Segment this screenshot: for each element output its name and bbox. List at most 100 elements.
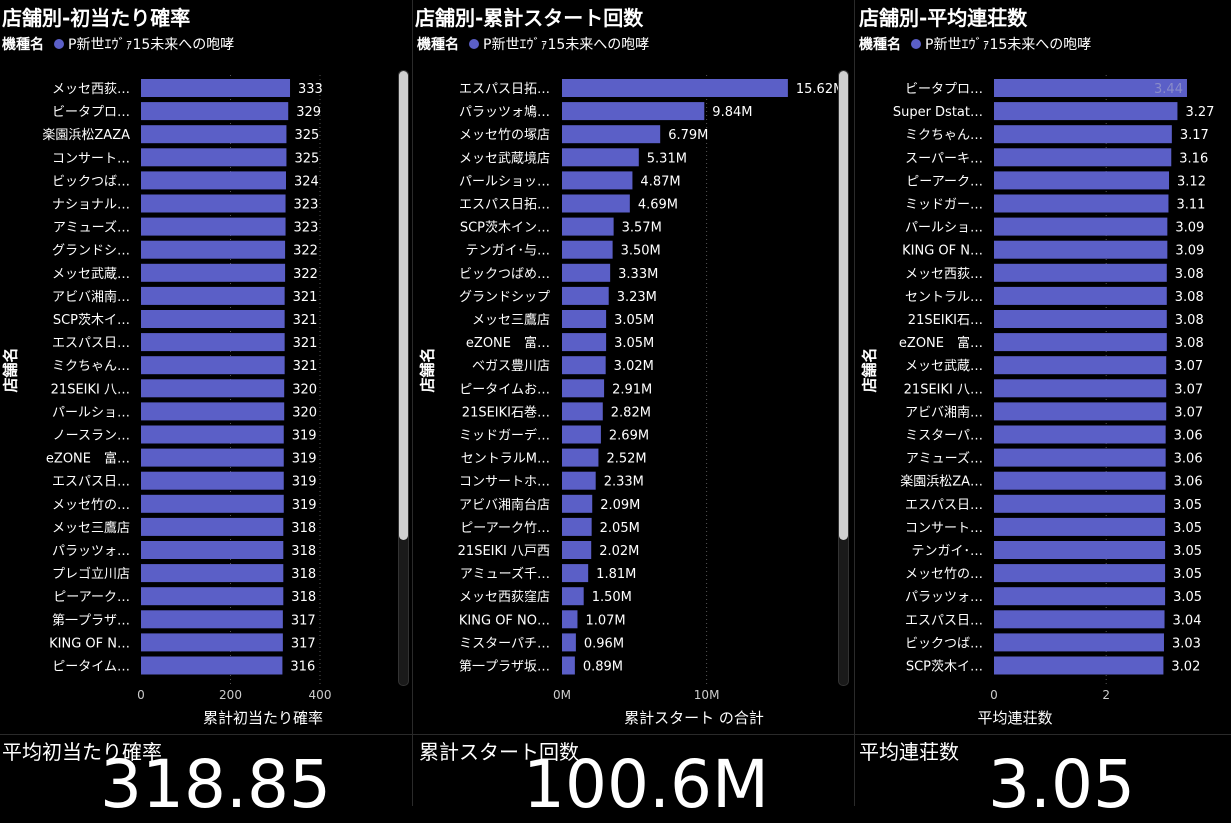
bar[interactable] xyxy=(141,587,284,606)
bar[interactable] xyxy=(994,541,1166,559)
bar[interactable] xyxy=(562,310,607,328)
bar[interactable] xyxy=(994,610,1165,629)
chart-legend[interactable]: 機種名 P新世ｴｳﾞｧ15未来への咆哮 xyxy=(2,34,234,54)
y-tick-label: エスパス日… xyxy=(905,613,983,628)
bar[interactable] xyxy=(994,587,1166,606)
bar[interactable] xyxy=(994,656,1164,675)
bar[interactable] xyxy=(994,194,1169,213)
legend-item[interactable]: P新世ｴｳﾞｧ15未来への咆哮 xyxy=(925,37,1092,53)
y-tick-label: パラッツォ… xyxy=(905,590,983,605)
scrollbar-thumb[interactable] xyxy=(399,71,408,540)
chart-panel-1[interactable]: 店舗別-初当たり確率 機種名 P新世ｴｳﾞｧ15未来への咆哮 店舗名 0 200 4… xyxy=(0,0,412,735)
chart-panel-2[interactable]: 店舗別-累計スタート回数 機種名 P新世ｴｳﾞｧ15未来への咆哮 店舗名 0M 1… xyxy=(413,0,853,735)
bar[interactable] xyxy=(141,517,284,536)
bar[interactable] xyxy=(994,102,1178,121)
bar[interactable] xyxy=(994,79,1187,97)
bar-chart[interactable]: 0 200 400 累計初当たり確率 メッセ西荻… 333 ビータプロ… 329 楽園浜松ZAZ… xyxy=(0,0,412,735)
bar[interactable] xyxy=(994,148,1172,167)
bar[interactable] xyxy=(141,425,284,444)
bar[interactable] xyxy=(994,125,1172,144)
bar[interactable] xyxy=(141,448,284,467)
bar[interactable] xyxy=(141,402,285,421)
bar[interactable] xyxy=(141,79,291,97)
bar[interactable] xyxy=(994,633,1164,652)
bar[interactable] xyxy=(562,564,589,583)
bar[interactable] xyxy=(141,125,287,144)
bar[interactable] xyxy=(562,402,603,421)
bar[interactable] xyxy=(562,125,661,144)
bar[interactable] xyxy=(562,448,599,467)
bar[interactable] xyxy=(994,217,1168,236)
bar[interactable] xyxy=(562,356,606,375)
bar[interactable] xyxy=(562,494,593,513)
bar[interactable] xyxy=(562,656,575,675)
bar[interactable] xyxy=(994,356,1167,375)
bar[interactable] xyxy=(994,564,1166,583)
scrollbar-thumb[interactable] xyxy=(839,71,848,540)
bar[interactable] xyxy=(562,471,596,490)
chart-legend[interactable]: 機種名 P新世ｴｳﾞｧ15未来への咆哮 xyxy=(859,34,1091,54)
bar[interactable] xyxy=(141,240,286,259)
bar[interactable] xyxy=(994,471,1166,490)
bar[interactable] xyxy=(141,633,283,652)
bar[interactable] xyxy=(562,194,630,213)
bar[interactable] xyxy=(562,217,614,236)
bar[interactable] xyxy=(994,379,1167,398)
bar[interactable] xyxy=(994,494,1166,513)
bar[interactable] xyxy=(994,171,1170,190)
bar[interactable] xyxy=(141,102,289,121)
bar[interactable] xyxy=(562,633,576,652)
bar[interactable] xyxy=(562,425,601,444)
bar[interactable] xyxy=(562,79,788,97)
bar[interactable] xyxy=(994,286,1167,305)
y-tick-label: プレゴ立川店 xyxy=(52,566,130,582)
data-label: 322 xyxy=(293,244,318,259)
bar[interactable] xyxy=(141,564,284,583)
chart-panel-3[interactable]: 店舗別-平均連荘数 機種名 P新世ｴｳﾞｧ15未来への咆哮 店舗名 0 2 平均連荘… xyxy=(855,0,1231,735)
bar[interactable] xyxy=(562,610,578,629)
bar[interactable] xyxy=(141,194,286,213)
legend-marker xyxy=(54,39,64,49)
bar[interactable] xyxy=(562,263,611,282)
bar[interactable] xyxy=(994,263,1167,282)
bar[interactable] xyxy=(141,286,285,305)
bar[interactable] xyxy=(994,425,1166,444)
bar[interactable] xyxy=(994,402,1167,421)
bar[interactable] xyxy=(141,263,286,282)
bar[interactable] xyxy=(141,541,284,559)
bar[interactable] xyxy=(994,240,1168,259)
legend-item[interactable]: P新世ｴｳﾞｧ15未来への咆哮 xyxy=(68,37,235,53)
bar[interactable] xyxy=(141,171,286,190)
bar[interactable] xyxy=(994,517,1166,536)
bar[interactable] xyxy=(562,541,592,559)
bar[interactable] xyxy=(994,333,1167,352)
bar[interactable] xyxy=(562,333,607,352)
bar[interactable] xyxy=(562,148,639,167)
bar[interactable] xyxy=(141,356,285,375)
bar[interactable] xyxy=(141,310,285,328)
data-label: 2.52M xyxy=(606,452,646,467)
bar[interactable] xyxy=(141,656,283,675)
bar-chart[interactable]: 0M 10M 累計スタート の合計 エスパス日拓… 15.62M パラッツォ鳩… 9.84M… xyxy=(413,0,853,735)
bar-chart[interactable]: 0 2 平均連荘数 ビータプロ… 3.44 Super Dstat… 3.27 ミクちゃん… 3… xyxy=(855,0,1231,735)
bar[interactable] xyxy=(562,240,613,259)
bar[interactable] xyxy=(141,610,283,629)
bar[interactable] xyxy=(141,148,287,167)
bar[interactable] xyxy=(141,217,286,236)
bar[interactable] xyxy=(994,310,1167,328)
bar[interactable] xyxy=(562,587,584,606)
divider xyxy=(854,0,855,806)
bar[interactable] xyxy=(141,379,285,398)
bar[interactable] xyxy=(562,517,592,536)
bar[interactable] xyxy=(994,448,1166,467)
bar[interactable] xyxy=(141,333,285,352)
legend-item[interactable]: P新世ｴｳﾞｧ15未来への咆哮 xyxy=(483,37,650,53)
bar[interactable] xyxy=(141,494,284,513)
bar[interactable] xyxy=(562,286,609,305)
bar[interactable] xyxy=(562,102,705,121)
data-label: 325 xyxy=(294,128,319,143)
bar[interactable] xyxy=(141,471,284,490)
chart-legend[interactable]: 機種名 P新世ｴｳﾞｧ15未来への咆哮 xyxy=(417,34,649,54)
bar[interactable] xyxy=(562,379,605,398)
bar[interactable] xyxy=(562,171,633,190)
